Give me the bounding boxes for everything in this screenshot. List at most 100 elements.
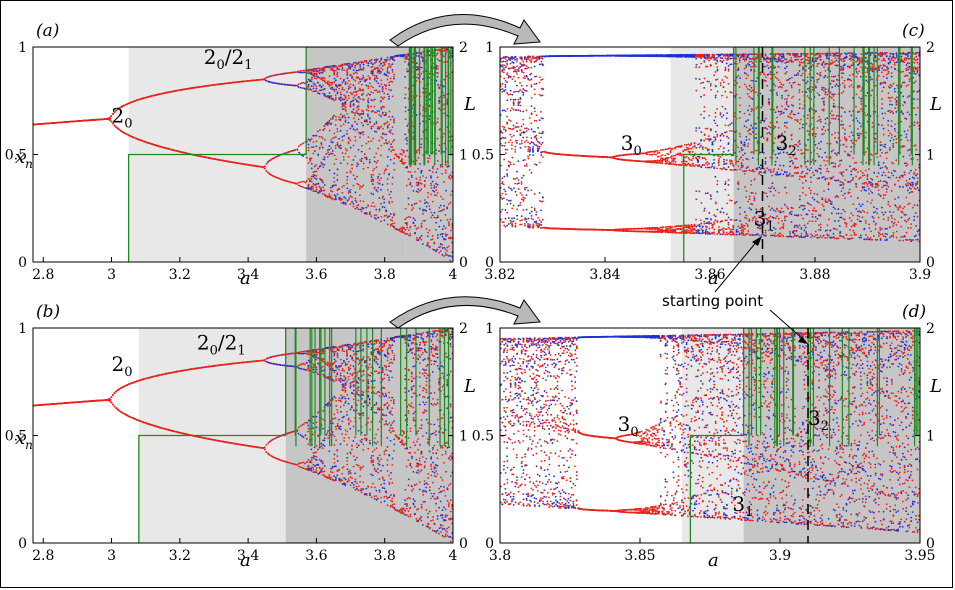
data-point	[289, 352, 292, 355]
data-point	[265, 79, 268, 82]
data-point	[360, 61, 363, 64]
data-point	[388, 148, 390, 151]
data-point	[428, 169, 431, 172]
data-point	[315, 77, 318, 80]
data-point	[349, 83, 352, 86]
data-point	[335, 115, 337, 118]
data-point	[273, 74, 276, 77]
data-point	[437, 67, 439, 70]
data-point	[315, 87, 318, 90]
data-point	[365, 61, 368, 64]
data-point	[404, 161, 407, 164]
data-point	[287, 84, 290, 86]
data-point	[436, 58, 439, 60]
data-point	[409, 232, 411, 235]
data-point	[422, 175, 425, 177]
data-point	[367, 113, 369, 116]
data-point	[346, 182, 348, 185]
data-point	[313, 165, 316, 168]
data-point	[257, 79, 260, 81]
data-point	[266, 76, 269, 78]
data-point	[370, 99, 373, 101]
data-point	[304, 421, 307, 424]
data-point	[284, 152, 287, 154]
data-point	[230, 161, 232, 163]
data-point	[317, 70, 320, 73]
data-point	[287, 432, 290, 434]
data-point	[393, 55, 395, 58]
data-point	[210, 438, 213, 441]
data-point	[371, 63, 374, 65]
data-point	[328, 145, 331, 147]
data-point	[375, 122, 378, 125]
data-point	[197, 86, 200, 88]
data-point	[383, 133, 386, 136]
data-point	[436, 137, 439, 140]
data-point	[375, 111, 378, 114]
data-point	[307, 72, 310, 75]
x-tick-label: 3	[107, 267, 116, 283]
data-point	[357, 148, 360, 151]
data-point	[347, 67, 350, 70]
data-point	[443, 108, 445, 110]
data-point	[404, 155, 407, 158]
data-point	[346, 82, 349, 85]
data-point	[372, 69, 375, 72]
data-point	[389, 77, 392, 80]
data-point	[252, 164, 255, 167]
data-point	[390, 190, 392, 193]
data-point	[317, 154, 319, 157]
data-point	[203, 156, 206, 159]
data-point	[360, 68, 363, 71]
data-point	[438, 48, 441, 51]
data-point	[413, 170, 416, 173]
data-point	[276, 82, 279, 85]
data-point	[121, 411, 124, 414]
data-point	[355, 93, 358, 96]
data-point	[116, 108, 119, 111]
data-point	[113, 111, 116, 113]
data-point	[283, 460, 285, 463]
data-point	[410, 185, 413, 188]
data-point	[300, 352, 303, 355]
data-point	[383, 123, 386, 126]
data-point	[441, 173, 444, 175]
data-point	[333, 72, 336, 75]
data-point	[391, 224, 394, 227]
data-point	[397, 156, 400, 159]
data-point	[129, 416, 132, 419]
data-point	[343, 114, 346, 117]
data-point	[393, 59, 396, 62]
data-point	[188, 368, 191, 371]
data-point	[385, 141, 388, 144]
data-point	[435, 221, 438, 224]
data-point	[335, 158, 338, 161]
data-point	[350, 63, 353, 66]
data-point	[389, 224, 392, 227]
data-point	[373, 205, 376, 208]
data-point	[278, 73, 281, 76]
data-point	[389, 213, 392, 215]
data-point	[428, 98, 431, 101]
data-point	[320, 142, 323, 145]
data-point	[197, 367, 200, 369]
data-point	[438, 225, 441, 228]
data-point	[371, 72, 374, 75]
data-point	[276, 363, 279, 366]
data-point	[176, 89, 179, 92]
data-point	[344, 83, 347, 85]
data-point	[236, 162, 239, 164]
data-point	[349, 86, 352, 89]
data-point	[386, 223, 389, 226]
data-point	[307, 186, 310, 189]
data-point	[322, 129, 325, 131]
data-point	[297, 70, 300, 73]
data-point	[347, 198, 350, 201]
data-point	[367, 104, 369, 107]
data-point	[404, 60, 407, 63]
data-point	[424, 219, 426, 222]
data-point	[359, 208, 362, 211]
data-point	[370, 125, 373, 128]
data-point	[383, 96, 386, 99]
